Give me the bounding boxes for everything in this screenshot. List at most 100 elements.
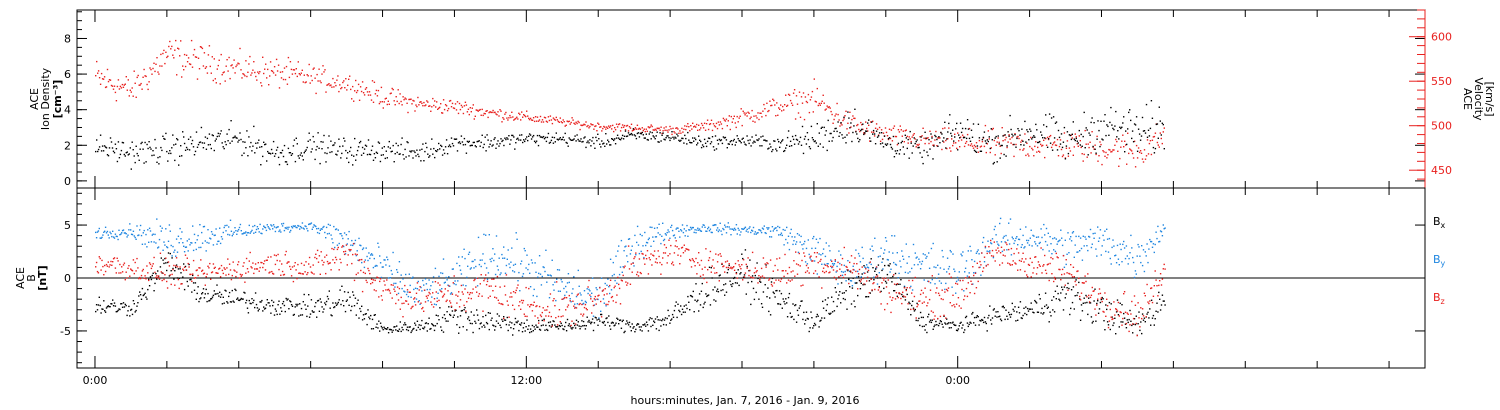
- velocity-point: [434, 100, 436, 102]
- bx-point: [121, 303, 123, 305]
- velocity-point: [164, 62, 166, 65]
- by-point: [993, 228, 995, 231]
- density-point: [1152, 146, 1155, 149]
- bx-point: [863, 265, 865, 267]
- density-point: [979, 150, 982, 152]
- by-point: [266, 224, 268, 226]
- by-point: [949, 249, 951, 252]
- density-point: [360, 154, 363, 156]
- bx-point: [1150, 299, 1153, 301]
- bx-point: [606, 317, 608, 319]
- by-point: [241, 233, 243, 235]
- velocity-point: [619, 130, 622, 132]
- bx-point: [254, 306, 256, 309]
- bx-point: [760, 303, 763, 305]
- velocity-point: [1042, 144, 1044, 147]
- velocity-point: [994, 154, 996, 156]
- bx-point: [939, 320, 942, 322]
- by-point: [870, 263, 872, 266]
- bx-point: [623, 331, 625, 334]
- velocity-point: [625, 125, 628, 127]
- density-point: [849, 127, 851, 129]
- density-point: [1087, 154, 1089, 156]
- velocity-point: [658, 127, 660, 129]
- by-point: [459, 269, 462, 271]
- bx-point: [1007, 318, 1009, 320]
- velocity-point: [528, 118, 531, 121]
- by-point: [531, 262, 534, 264]
- bx-point: [308, 316, 311, 318]
- density-point: [482, 146, 484, 149]
- bx-point: [929, 319, 932, 321]
- velocity-point: [1105, 151, 1107, 154]
- bz-point: [227, 258, 229, 260]
- density-point: [287, 147, 290, 150]
- bz-point: [279, 260, 281, 262]
- by-point: [114, 233, 117, 235]
- bx-point: [1006, 315, 1008, 317]
- bx-point: [886, 273, 889, 276]
- velocity-point: [655, 129, 657, 131]
- density-point: [748, 142, 750, 145]
- bx-point: [302, 301, 304, 303]
- velocity-point: [648, 127, 650, 129]
- bz-point: [130, 269, 133, 271]
- bz-point: [191, 280, 193, 282]
- density-point: [404, 148, 406, 151]
- density-point: [167, 160, 169, 162]
- by-point: [1085, 238, 1087, 240]
- bx-point: [294, 306, 296, 308]
- bx-point: [1031, 308, 1033, 310]
- bz-point: [195, 269, 197, 272]
- bx-point: [799, 305, 801, 307]
- bz-point: [166, 287, 169, 289]
- by-point: [1034, 241, 1036, 243]
- bx-point: [124, 303, 126, 306]
- bz-point: [95, 261, 98, 264]
- by-point: [379, 262, 382, 264]
- velocity-point: [1152, 136, 1155, 138]
- bx-point: [485, 321, 488, 324]
- bx-point: [1090, 316, 1093, 318]
- bz-point: [304, 271, 306, 273]
- velocity-point: [564, 125, 566, 127]
- by-point: [1155, 231, 1157, 233]
- density-point: [614, 138, 616, 140]
- bx-point: [582, 325, 584, 327]
- velocity-point: [161, 65, 163, 67]
- density-point: [1000, 144, 1002, 147]
- bx-point: [1125, 327, 1128, 329]
- velocity-point: [149, 67, 151, 69]
- by-point: [225, 230, 227, 232]
- bz-point: [299, 272, 302, 275]
- bx-point: [751, 280, 753, 283]
- by-point: [1130, 234, 1132, 237]
- by-point: [391, 273, 393, 275]
- by-point: [804, 261, 807, 263]
- by-point: [295, 226, 297, 229]
- velocity-point: [587, 124, 589, 127]
- by-point: [1022, 234, 1024, 237]
- velocity-point: [682, 131, 684, 133]
- by-point: [533, 288, 535, 291]
- density-point: [232, 137, 234, 139]
- bx-point: [753, 298, 756, 301]
- bx-point: [936, 324, 938, 326]
- bx-point: [1155, 310, 1157, 312]
- bx-point: [105, 307, 108, 309]
- by-point: [829, 250, 831, 252]
- density-point: [876, 136, 879, 138]
- density-point: [724, 136, 727, 139]
- density-point: [921, 156, 923, 158]
- by-point: [306, 227, 308, 230]
- velocity-point: [607, 127, 609, 129]
- velocity-point: [871, 131, 873, 133]
- velocity-point: [194, 56, 197, 58]
- density-point: [730, 140, 732, 142]
- bx-point: [527, 328, 529, 330]
- density-point: [165, 132, 167, 135]
- density-point: [795, 138, 798, 141]
- by-point: [1061, 244, 1064, 247]
- density-point: [498, 145, 500, 147]
- density-point: [490, 140, 492, 142]
